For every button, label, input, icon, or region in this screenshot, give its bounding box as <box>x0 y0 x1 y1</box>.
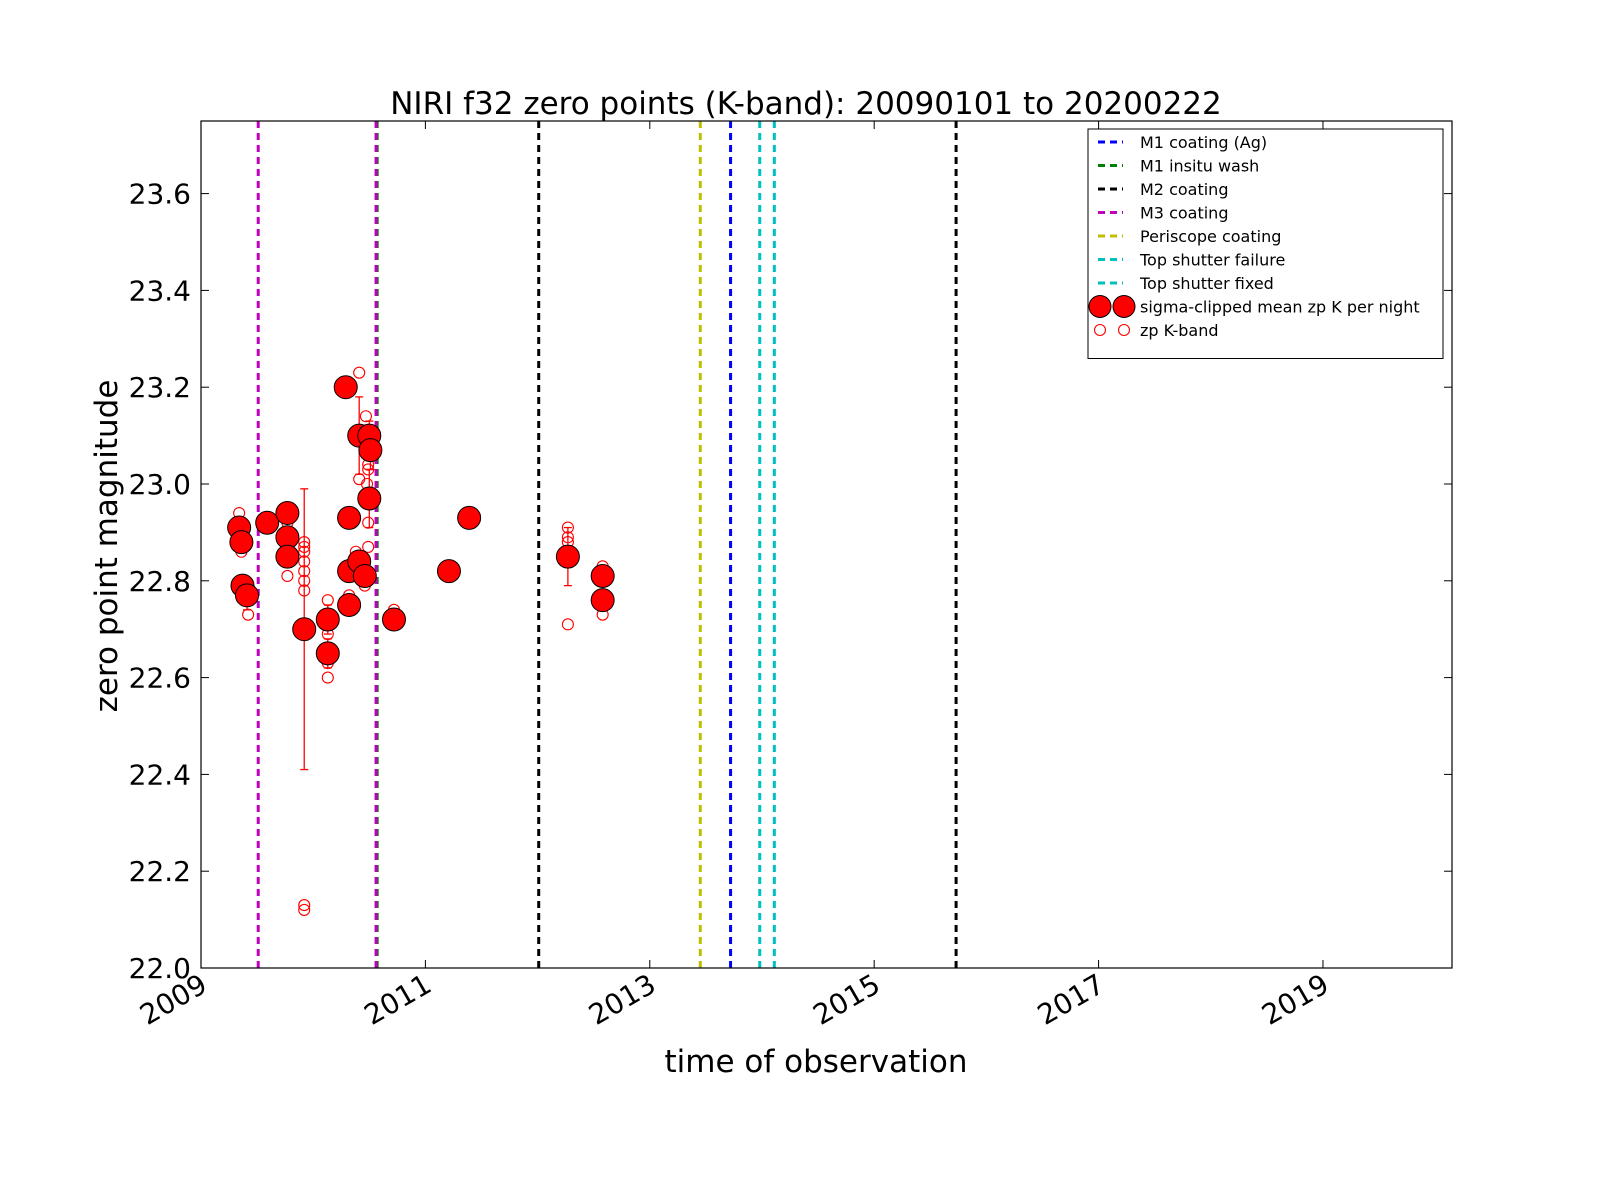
legend-label: Periscope coating <box>1140 227 1281 246</box>
mean-zp-point <box>275 544 300 569</box>
mean-zp-point <box>275 501 300 526</box>
zp-point <box>561 531 574 544</box>
zp-point <box>298 899 311 912</box>
y-tick-label: 22.6 <box>129 662 191 695</box>
y-axis-label: zero point magnitude <box>89 380 125 713</box>
mean-zp-point <box>337 593 362 617</box>
mean-zp-point <box>436 559 461 584</box>
mean-zp-point <box>590 588 615 613</box>
x-tick-label: 2017 <box>1032 967 1110 1031</box>
legend: M1 coating (Ag) M1 insitu wash M2 coating M… <box>1087 128 1444 359</box>
legend-label: Top shutter failure <box>1139 251 1285 270</box>
zp-point <box>362 540 375 553</box>
legend-label: Top shutter fixed <box>1139 274 1274 293</box>
y-tick-label: 23.6 <box>129 178 191 211</box>
y-tick-label: 22.4 <box>129 758 191 791</box>
zp-point <box>362 516 375 529</box>
legend-label: sigma-clipped mean zp K per night <box>1140 298 1420 317</box>
zp-point <box>298 545 311 558</box>
zp-point <box>359 410 372 423</box>
zp-point <box>561 521 574 534</box>
y-tick-label: 22.0 <box>129 952 191 985</box>
zp-point <box>298 536 311 549</box>
zp-point <box>353 366 366 379</box>
zp-point <box>298 584 311 597</box>
legend-label: M2 coating <box>1140 180 1228 199</box>
legend-label: zp K-band <box>1140 321 1218 340</box>
y-tick-label: 22.8 <box>129 565 191 598</box>
chart-title: NIRI f32 zero points (K-band): 20090101 … <box>390 86 1222 122</box>
zp-point <box>561 618 574 631</box>
mean-zp-point <box>555 544 580 569</box>
zp-point <box>298 903 311 916</box>
zp-point <box>281 569 294 583</box>
legend-marker <box>1088 295 1112 318</box>
x-axis-label: time of observation <box>665 1044 968 1080</box>
x-tick-label: 2013 <box>583 967 661 1031</box>
mean-zp-point <box>229 530 254 555</box>
mean-zp-point <box>352 563 377 588</box>
zp-point <box>321 671 334 684</box>
mean-zp-point <box>333 375 358 400</box>
mean-zp-point <box>337 505 362 530</box>
mean-zp-point <box>315 641 340 666</box>
mean-zp-point <box>357 486 382 511</box>
mean-zp-point <box>235 583 260 608</box>
zp-point <box>298 574 311 587</box>
legend-box <box>1087 128 1444 359</box>
mean-zp-point <box>358 438 383 463</box>
zp-point <box>242 608 255 621</box>
legend-marker <box>1093 323 1107 337</box>
legend-label: M1 insitu wash <box>1140 157 1259 176</box>
y-tick-label: 23.0 <box>129 468 191 501</box>
zp-point <box>298 565 311 578</box>
x-tick-label: 2011 <box>359 967 437 1031</box>
mean-zp-point <box>590 563 615 588</box>
zp-point <box>298 555 311 568</box>
mean-zp-point <box>292 617 317 642</box>
x-tick-label: 2015 <box>807 967 885 1031</box>
y-tick-label: 23.4 <box>129 274 191 307</box>
legend-marker <box>1112 295 1136 318</box>
mean-zp-point <box>315 607 340 632</box>
legend-label: M1 coating (Ag) <box>1140 133 1267 152</box>
plot-frame <box>200 120 1453 969</box>
legend-label: M3 coating <box>1140 204 1228 223</box>
zp-point <box>321 594 334 607</box>
mean-zp-point <box>381 607 406 632</box>
zp-point <box>353 473 366 486</box>
mean-zp-point <box>457 505 482 530</box>
mean-zp-point <box>255 510 280 535</box>
zp-point <box>298 540 311 553</box>
x-tick-label: 2019 <box>1256 967 1334 1031</box>
legend-marker <box>1117 323 1131 337</box>
y-tick-label: 22.2 <box>129 855 191 888</box>
y-tick-label: 23.2 <box>129 371 191 404</box>
zp-point <box>362 463 375 476</box>
